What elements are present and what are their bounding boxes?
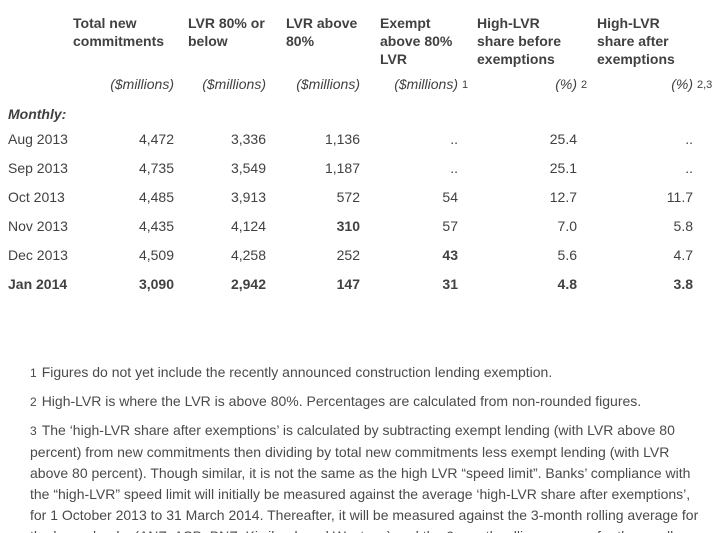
footnote-number: 2	[30, 395, 37, 409]
section-row: Monthly:	[8, 96, 693, 124]
table-cell: 4,735	[138, 159, 174, 176]
footnote-3: 3 The ‘high-LVR share after exemptions’ i…	[30, 420, 702, 533]
table-cell: 4,485	[138, 188, 174, 205]
table-cell: ..	[450, 159, 458, 176]
table-cell: 3.8	[673, 275, 693, 292]
table-cell: 5.6	[557, 246, 577, 263]
table-cell: ..	[685, 159, 693, 176]
footnote-number: 3	[30, 424, 37, 438]
header-row: Total new commitments LVR 80% or below L…	[8, 10, 693, 72]
table-cell: 7.0	[557, 217, 577, 234]
unit-cell: (%) 2	[458, 72, 587, 96]
footnote-number: 1	[30, 366, 37, 380]
table-cell: ..	[685, 130, 693, 147]
unit-cell: ($millions)	[73, 72, 174, 96]
table-cell: 4,509	[138, 246, 174, 263]
footnote-text: The ‘high-LVR share after exemptions’ is…	[30, 422, 699, 533]
table-cell: 25.4	[549, 130, 577, 147]
section-label-monthly: Monthly:	[8, 106, 67, 122]
table-cell: 4,472	[138, 130, 174, 147]
row-label: Jan 2014	[8, 275, 68, 292]
table-cell: 3,336	[230, 130, 266, 147]
row-label: Nov 2013	[8, 217, 68, 234]
table-row-aug-2013: Aug 2013 4,472 3,336 1,136 .. 25.4 ..	[8, 124, 693, 153]
table-row-dec-2013: Dec 2013 4,509 4,258 252 43 5.6 4.7	[8, 240, 693, 269]
column-header-lvr-80-or-below: LVR 80% or below	[188, 15, 265, 49]
footnote-marker: 1	[462, 79, 469, 91]
table-cell: 3,549	[230, 159, 266, 176]
column-header-total-new-commitments: Total new commitments	[73, 15, 165, 49]
table-cell: 3,090	[138, 275, 174, 292]
unit-cell: ($millions)	[266, 72, 360, 96]
footnote-text: High-LVR is where the LVR is above 80%. …	[41, 393, 642, 409]
unit-cell: ($millions) 1	[360, 72, 468, 96]
footnote-2: 2 High-LVR is where the LVR is above 80%.…	[30, 391, 702, 413]
footnotes: 1 Figures do not yet include the recently…	[30, 362, 702, 533]
unit-label: (%)	[555, 76, 577, 92]
table-cell: 25.1	[549, 159, 577, 176]
table-cell: 4,124	[230, 217, 266, 234]
header-spacer	[8, 10, 73, 72]
footnote-1: 1 Figures do not yet include the recently…	[30, 362, 702, 384]
lvr-commitments-table: Total new commitments LVR 80% or below L…	[8, 10, 712, 298]
table-cell: 2,942	[230, 275, 266, 292]
row-label: Aug 2013	[8, 130, 68, 147]
unit-cell: ($millions)	[174, 72, 266, 96]
table-cell: 147	[336, 275, 360, 292]
table-cell: 5.8	[673, 217, 693, 234]
footnote-text: Figures do not yet include the recently …	[41, 364, 553, 380]
unit-label: ($millions)	[394, 76, 458, 92]
column-header-exempt-above-80: Exempt above 80% LVR	[380, 15, 453, 67]
table-cell: ..	[450, 130, 458, 147]
table-cell: 4,435	[138, 217, 174, 234]
row-label: Dec 2013	[8, 246, 68, 263]
row-label: Oct 2013	[8, 188, 65, 205]
table-cell: 54	[442, 188, 458, 205]
table-cell: 4.7	[673, 246, 693, 263]
table-cell: 310	[336, 217, 360, 234]
table-cell: 1,187	[324, 159, 360, 176]
table-cell: 4.8	[557, 275, 577, 292]
unit-label: (%)	[671, 76, 693, 92]
unit-cell: (%) 2,3	[577, 72, 712, 96]
unit-label: ($millions)	[296, 76, 360, 92]
table-row-nov-2013: Nov 2013 4,435 4,124 310 57 7.0 5.8	[8, 211, 693, 240]
table-cell: 57	[442, 217, 458, 234]
units-spacer	[8, 72, 73, 96]
table-cell: 11.7	[666, 188, 693, 205]
table-cell: 31	[442, 275, 458, 292]
row-label: Sep 2013	[8, 159, 68, 176]
footnote-marker: 2	[581, 79, 588, 91]
table-row-sep-2013: Sep 2013 4,735 3,549 1,187 .. 25.1 ..	[8, 153, 693, 182]
table-row-jan-2014: Jan 2014 3,090 2,942 147 31 4.8 3.8	[8, 269, 693, 298]
units-row: ($millions) ($millions) ($millions) ($mi…	[8, 72, 712, 96]
table-cell: 572	[336, 188, 360, 205]
column-header-share-before-exemptions: High-LVR share before exemptions	[477, 15, 562, 67]
table-cell: 1,136	[324, 130, 360, 147]
column-header-lvr-above-80: LVR above 80%	[286, 15, 358, 49]
table-row-oct-2013: Oct 2013 4,485 3,913 572 54 12.7 11.7	[8, 182, 693, 211]
table-cell: 3,913	[230, 188, 266, 205]
table-cell: 4,258	[230, 246, 266, 263]
table-cell: 12.7	[549, 188, 577, 205]
unit-label: ($millions)	[202, 76, 266, 92]
footnote-marker: 2,3	[697, 79, 713, 91]
unit-label: ($millions)	[110, 76, 174, 92]
table-cell: 252	[336, 246, 360, 263]
column-header-share-after-exemptions: High-LVR share after exemptions	[597, 15, 675, 67]
table-cell: 43	[442, 246, 458, 263]
